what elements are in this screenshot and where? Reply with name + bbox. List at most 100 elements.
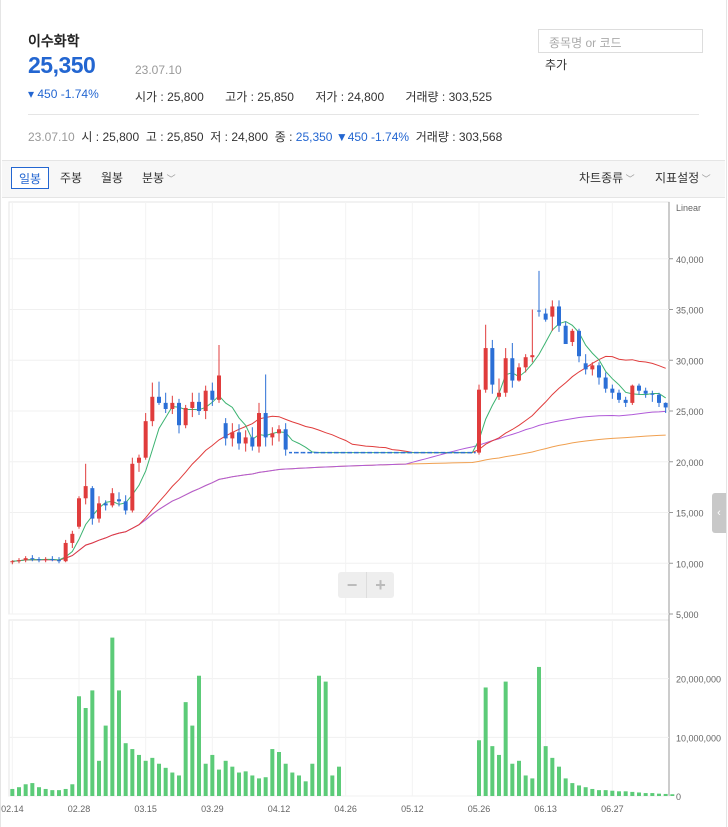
volume-bar [317,675,321,796]
volume-bar [217,769,221,796]
volume-bar [330,775,335,796]
volume-bar [583,787,588,796]
candle-body [210,390,215,400]
add-button[interactable]: 추가 [545,58,568,72]
summary-high: 25,850 [166,130,204,144]
volume-bar [157,763,161,796]
candle-body [543,313,548,320]
indicator-label: 지표설정 [655,171,700,185]
volume-bar [163,767,168,796]
summary-open-label: 시 [81,130,93,144]
candle-body [17,560,21,562]
candle-body [90,488,95,519]
volume-bar [617,791,621,796]
candle-body [110,493,115,506]
candle-body [537,310,541,312]
volume-bar [643,793,648,796]
candle-body [237,432,241,444]
volume-bar [243,771,248,796]
chevron-down-icon: ﹀ [623,174,635,184]
candle-body [630,385,635,403]
volume-bar [270,749,275,796]
scale-type-label: Linear [676,203,701,213]
ma60-line [12,410,666,562]
volume-bar [310,763,315,796]
candle-body [183,407,188,426]
price-change: ▾ 450 -1.74% [28,87,99,101]
volume-bar [557,766,561,796]
volume-bar [57,790,61,796]
zoom-control: − + [338,572,394,598]
summary-change: ▼450 -1.74% [335,130,410,144]
summary-low-label: 저 [210,130,222,144]
candle-body [117,499,121,502]
tab-minute[interactable]: 분봉 ﹀ [135,167,183,189]
zoom-out-button[interactable]: − [346,575,358,595]
candle-body [523,357,528,368]
volume-bar [10,788,15,796]
candle-body [490,348,495,385]
volume-bar [97,760,101,796]
candle-body [130,463,135,511]
candle-body [23,558,28,561]
volume-bar [283,763,288,796]
tab-monthly[interactable]: 월봉 [101,171,124,185]
candle-body [283,429,288,450]
volume-bar [110,637,115,796]
price-tick-label: 35,000 [676,306,704,316]
price-pane-frame [8,201,670,615]
volume-bar [603,790,608,796]
price-tick-label: 10,000 [676,559,704,569]
chart-type-dropdown[interactable]: 차트종류 ﹀ [572,167,642,189]
volume-bar [190,725,195,796]
x-tick-label: 04.12 [268,804,291,814]
candle-body [250,437,255,447]
tab-daily[interactable]: 일봉 [11,167,50,189]
summary-low: 24,800 [231,130,269,144]
price-tick-label: 30,000 [676,356,704,366]
x-tick-label: 05.26 [468,804,491,814]
volume-bar [323,681,328,796]
volume-bar [563,778,568,796]
volume-bar [17,787,21,796]
volume-bar [30,783,35,796]
volume-bar [510,763,515,796]
volume-bar [23,784,28,796]
volume-bar [263,777,268,796]
candle-body [223,423,228,439]
candle-body [610,388,615,393]
candle-body [637,385,641,391]
price-tick-label: 40,000 [676,255,704,265]
volume-bar [650,793,655,796]
candle-body [617,392,621,400]
indicator-dropdown[interactable]: 지표설정 ﹀ [648,167,718,189]
candle-body [83,486,88,499]
volume-bar [50,790,55,796]
volume-bar [610,790,615,796]
volume-bar [137,754,141,796]
zoom-in-button[interactable]: + [366,572,394,598]
current-price: 25,350 [28,52,96,78]
volume-bar [637,792,641,796]
volume-bar [597,790,601,796]
volume-bar [143,760,148,796]
volume-bar [663,793,668,796]
volume-tick-label: 20,000,000 [676,675,721,685]
volume-bar [477,740,481,796]
volume-bar [543,746,548,796]
volume-bar [250,775,255,796]
volume-bar [203,763,208,796]
volume-bar [503,681,508,796]
ma5-line [12,320,666,562]
volume-bar [77,696,81,796]
tab-weekly[interactable]: 주봉 [60,171,83,185]
side-panel-toggle[interactable]: ‹ [712,493,726,533]
volume-bar [550,757,555,796]
search-input[interactable]: 종목명 or 코드 [538,29,703,53]
volume-bar [623,791,628,796]
candle-body [163,402,168,409]
candle-body [257,413,261,447]
candle-body [657,394,661,403]
volume-bar [230,766,235,796]
